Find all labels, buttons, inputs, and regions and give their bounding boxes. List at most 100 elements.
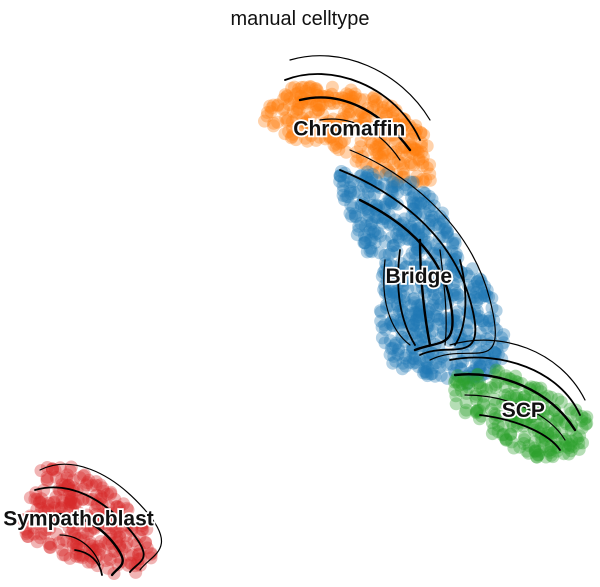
cell-point <box>408 142 422 155</box>
cell-point <box>87 544 101 558</box>
cell-point <box>114 555 128 569</box>
cell-point <box>414 197 428 210</box>
cell-point <box>472 362 486 376</box>
cell-point <box>386 341 400 355</box>
cell-point <box>358 93 371 107</box>
cell-point <box>467 369 481 383</box>
cell-point <box>518 398 532 412</box>
streamline <box>59 534 101 566</box>
cell-point <box>121 558 135 572</box>
streamline <box>39 463 163 571</box>
cell-point <box>378 248 392 262</box>
cell-point <box>530 450 544 464</box>
cell-point <box>376 104 390 117</box>
cell-point <box>488 412 502 426</box>
cell-point <box>336 179 350 193</box>
cell-point <box>420 161 434 175</box>
cell-point <box>286 105 300 119</box>
cell-point <box>397 157 411 171</box>
cell-point <box>474 291 487 305</box>
cell-point <box>416 172 430 186</box>
cell-point <box>397 124 411 138</box>
cell-point <box>44 537 58 551</box>
cell-point <box>422 189 436 203</box>
cell-point <box>389 145 403 159</box>
cell-point <box>473 359 487 373</box>
cell-point <box>366 91 380 105</box>
cell-point <box>426 280 440 294</box>
cell-point <box>340 123 354 137</box>
cell-point <box>503 407 517 421</box>
cell-point <box>323 131 337 145</box>
cell-point <box>497 427 511 441</box>
cell-point <box>304 80 318 94</box>
cell-point <box>335 112 349 126</box>
cell-point <box>364 222 378 236</box>
cell-point <box>535 434 549 448</box>
cell-point <box>471 279 485 293</box>
cell-point <box>383 317 397 331</box>
cell-point <box>60 468 74 482</box>
cell-point <box>575 414 589 428</box>
cell-point <box>399 260 413 274</box>
cell-point <box>363 233 377 247</box>
cell-point <box>474 369 488 383</box>
cell-point <box>548 424 562 438</box>
cell-point <box>364 218 378 231</box>
cell-point <box>413 189 426 203</box>
cell-point <box>362 225 376 239</box>
cell-point <box>445 357 458 371</box>
cell-point <box>573 429 587 443</box>
cell-point <box>440 371 454 385</box>
cell-point <box>19 527 33 541</box>
cell-point <box>56 548 70 562</box>
cell-point <box>329 141 343 154</box>
cell-point <box>96 481 110 495</box>
cell-point <box>422 275 436 289</box>
cell-point <box>378 234 392 248</box>
cell-point <box>66 522 80 536</box>
cell-point <box>405 191 419 205</box>
cell-point <box>93 542 107 556</box>
cell-point <box>422 217 436 231</box>
cell-point <box>525 410 539 424</box>
cell-point <box>537 440 551 454</box>
cell-point <box>71 518 84 531</box>
cell-point <box>507 389 521 402</box>
cell-point <box>536 421 550 435</box>
cell-point <box>541 409 555 423</box>
cell-point <box>399 141 413 155</box>
cell-point <box>379 256 393 270</box>
cell-point <box>456 297 470 311</box>
cell-point <box>397 170 410 184</box>
cell-point <box>477 285 491 299</box>
cell-point <box>455 377 469 391</box>
cell-point <box>431 242 445 256</box>
cell-point <box>404 299 418 313</box>
cell-point <box>360 172 374 185</box>
sympathoblast-streamlines <box>34 463 163 577</box>
cell-point <box>482 314 496 328</box>
cell-point <box>28 492 42 506</box>
cell-point <box>563 402 577 416</box>
cell-point <box>312 103 326 117</box>
cell-point <box>358 236 372 250</box>
cell-point <box>349 154 363 168</box>
cell-point <box>371 139 385 152</box>
cell-point <box>475 359 488 373</box>
cell-point <box>370 211 383 224</box>
cell-point <box>338 193 351 207</box>
cell-point <box>439 221 453 235</box>
cell-point <box>555 434 569 448</box>
cell-point <box>528 435 542 449</box>
cell-point <box>431 317 445 331</box>
cell-point <box>144 547 158 561</box>
cell-point <box>265 101 279 115</box>
cell-point <box>367 187 381 201</box>
cell-point <box>372 149 386 163</box>
cell-point <box>299 115 313 129</box>
cell-point <box>115 543 129 557</box>
cell-point <box>23 511 37 525</box>
cell-point <box>359 158 373 171</box>
cell-point <box>299 84 313 98</box>
